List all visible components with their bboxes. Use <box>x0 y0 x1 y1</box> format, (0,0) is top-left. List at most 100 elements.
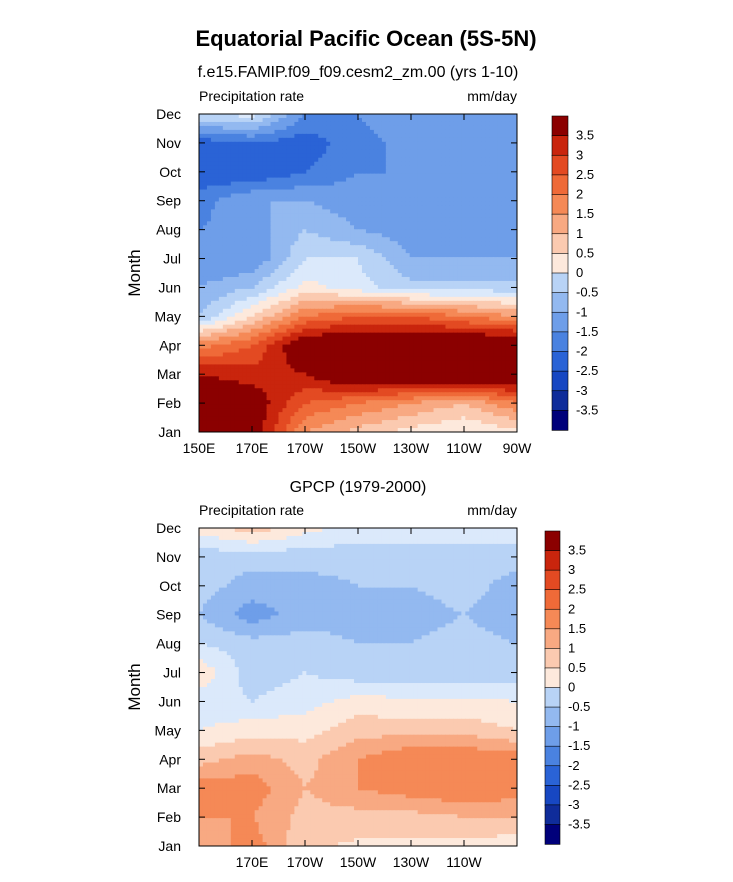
contour-cell <box>393 157 399 163</box>
contour-cell <box>242 340 248 346</box>
contour-cell <box>246 320 252 326</box>
contour-cell <box>417 320 423 326</box>
contour-cell <box>290 249 296 254</box>
contour-cell <box>473 117 478 123</box>
contour-cell <box>338 269 343 274</box>
contour-cell <box>218 316 224 322</box>
contour-cell <box>393 265 399 270</box>
contour-cell <box>290 169 296 175</box>
contour-cell <box>322 360 327 366</box>
contour-cell <box>485 332 490 338</box>
contour-cell <box>493 153 498 159</box>
contour-cell <box>437 356 443 362</box>
contour-cell <box>409 233 415 238</box>
contour-cell <box>206 157 212 163</box>
contour-cell <box>314 145 319 151</box>
contour-cell <box>481 197 486 203</box>
contour-cell <box>485 209 490 214</box>
contour-cell <box>501 157 506 163</box>
contour-cell <box>505 213 510 218</box>
contour-cell <box>266 157 272 163</box>
contour-cell <box>266 265 272 270</box>
contour-cell <box>310 229 315 234</box>
contour-cell <box>298 237 303 242</box>
contour-cell <box>437 149 443 155</box>
contour-cell <box>218 197 224 203</box>
contour-cell <box>393 129 399 135</box>
contour-cell <box>489 332 494 338</box>
contour-cell <box>381 149 387 155</box>
contour-cell <box>322 229 327 234</box>
contour-cell <box>350 352 355 358</box>
contour-cell <box>258 265 264 270</box>
contour-cell <box>401 233 407 238</box>
contour-cell <box>445 197 451 203</box>
contour-cell <box>445 296 451 302</box>
contour-cell <box>405 312 411 318</box>
contour-cell <box>453 257 458 262</box>
contour-cell <box>246 324 252 330</box>
contour-cell <box>509 352 514 358</box>
contour-cell <box>493 265 498 270</box>
contour-cell <box>246 169 252 175</box>
contour-cell <box>298 245 303 250</box>
contour-cell <box>254 133 260 139</box>
contour-cell <box>397 189 403 195</box>
contour-cell <box>346 205 351 211</box>
contour-cell <box>365 217 371 222</box>
contour-cell <box>199 161 204 167</box>
contour-cell <box>365 177 371 183</box>
contour-cell <box>326 265 331 270</box>
contour-cell <box>437 352 443 358</box>
contour-cell <box>433 308 439 314</box>
contour-cell <box>274 193 280 199</box>
contour-cell <box>513 352 517 358</box>
contour-cell <box>206 165 212 171</box>
contour-cell <box>314 221 319 226</box>
contour-cell <box>294 245 299 250</box>
contour-cell <box>290 261 296 266</box>
contour-cell <box>429 121 435 127</box>
contour-cell <box>449 265 455 270</box>
contour-cell <box>274 245 280 250</box>
contour-cell <box>417 237 423 242</box>
contour-cell <box>489 221 494 226</box>
contour-cell <box>290 177 296 183</box>
contour-cell <box>389 265 395 270</box>
contour-cell <box>417 173 423 179</box>
contour-cell <box>513 312 517 318</box>
contour-cell <box>369 173 375 179</box>
contour-cell <box>397 173 403 179</box>
contour-cell <box>453 320 458 326</box>
contour-cell <box>330 288 335 294</box>
contour-cell <box>350 114 355 119</box>
contour-cell <box>449 300 455 306</box>
contour-cell <box>282 360 288 366</box>
contour-cell <box>242 328 248 334</box>
contour-cell <box>290 296 296 302</box>
contour-cell <box>505 189 510 195</box>
contour-cell <box>234 117 240 123</box>
contour-cell <box>481 332 486 338</box>
contour-cell <box>425 201 431 207</box>
contour-cell <box>282 296 288 302</box>
contour-cell <box>226 209 232 214</box>
contour-cell <box>358 165 363 171</box>
contour-cell <box>425 288 431 294</box>
contour-cell <box>385 332 391 338</box>
contour-cell <box>437 265 443 270</box>
contour-cell <box>501 312 506 318</box>
contour-cell <box>441 217 447 222</box>
contour-cell <box>294 189 299 195</box>
contour-cell <box>425 265 431 270</box>
contour-cell <box>262 308 268 314</box>
contour-cell <box>473 153 478 159</box>
contour-cell <box>226 273 232 278</box>
contour-cell <box>449 121 455 127</box>
contour-cell <box>405 328 411 334</box>
contour-cell <box>501 117 506 123</box>
contour-cell <box>469 284 474 290</box>
contour-cell <box>509 273 514 278</box>
contour-cell <box>210 257 216 262</box>
contour-cell <box>298 249 303 254</box>
